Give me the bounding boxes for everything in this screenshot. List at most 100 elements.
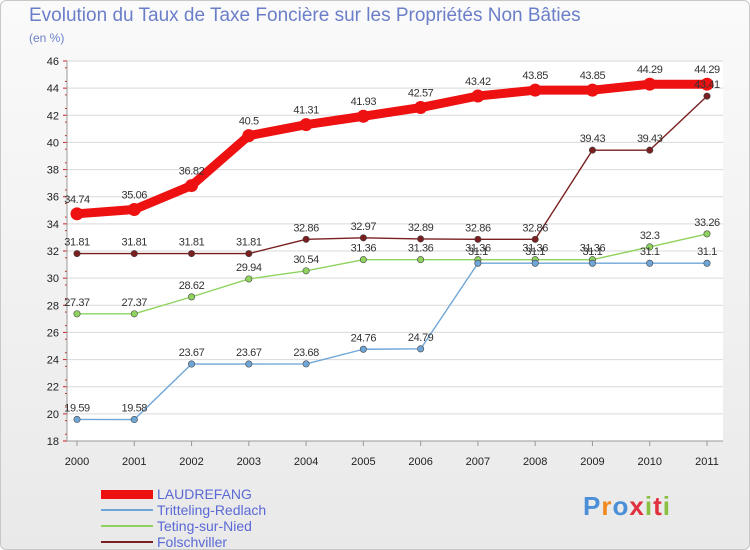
legend-label: Tritteling-Redlach bbox=[157, 502, 267, 518]
series-line-folschviller bbox=[76, 95, 708, 255]
data-point bbox=[703, 259, 711, 267]
x-tick-label: 2009 bbox=[580, 456, 604, 468]
data-point bbox=[302, 235, 310, 243]
data-point bbox=[474, 235, 482, 243]
data-label: 19.58 bbox=[122, 403, 148, 415]
data-point bbox=[70, 207, 84, 221]
data-label: 39.43 bbox=[580, 133, 606, 145]
logo-letter: i bbox=[662, 491, 671, 521]
data-point bbox=[646, 146, 654, 154]
data-point bbox=[414, 101, 428, 115]
y-tick-label: 46 bbox=[47, 56, 59, 68]
data-point bbox=[302, 360, 310, 368]
data-point bbox=[245, 250, 253, 258]
data-label: 31.36 bbox=[465, 243, 491, 255]
data-label: 43.85 bbox=[522, 70, 548, 82]
data-label: 31.36 bbox=[408, 243, 434, 255]
data-label: 32.86 bbox=[522, 222, 548, 234]
data-label: 44.29 bbox=[637, 64, 663, 76]
logo-letter: i bbox=[644, 491, 654, 521]
data-label: 28.62 bbox=[179, 280, 205, 292]
x-tick-label: 2010 bbox=[637, 456, 661, 468]
x-tick-label: 2008 bbox=[523, 456, 547, 468]
data-point bbox=[299, 118, 313, 132]
data-label: 31.81 bbox=[122, 237, 148, 249]
data-label: 32.89 bbox=[408, 222, 434, 234]
data-label: 27.37 bbox=[64, 297, 90, 309]
data-label: 36.82 bbox=[179, 166, 205, 178]
data-label: 32.3 bbox=[640, 230, 660, 242]
y-tick-label: 24 bbox=[47, 355, 59, 367]
data-label: 40.5 bbox=[239, 116, 259, 128]
y-tick-label: 26 bbox=[47, 327, 59, 339]
data-label: 32.86 bbox=[293, 222, 319, 234]
legend-label: Folschviller bbox=[157, 534, 228, 550]
data-point bbox=[471, 89, 485, 103]
data-point bbox=[359, 256, 367, 264]
legend-swatch bbox=[101, 525, 153, 527]
data-label: 39.43 bbox=[637, 133, 663, 145]
x-tick-label: 2000 bbox=[65, 456, 89, 468]
data-label: 43.42 bbox=[465, 76, 491, 88]
data-point bbox=[130, 250, 138, 258]
data-point bbox=[188, 360, 196, 368]
data-point bbox=[242, 129, 256, 143]
data-point bbox=[703, 92, 711, 100]
data-point bbox=[585, 83, 599, 97]
data-label: 35.06 bbox=[122, 189, 148, 201]
data-point bbox=[359, 234, 367, 242]
data-point bbox=[703, 230, 711, 238]
data-point bbox=[588, 259, 596, 267]
y-tick-label: 32 bbox=[47, 246, 59, 258]
legend-swatch bbox=[101, 509, 153, 511]
x-tick-label: 2002 bbox=[179, 456, 203, 468]
data-label: 41.31 bbox=[293, 105, 319, 117]
data-label: 31.1 bbox=[697, 246, 717, 258]
data-label: 31.1 bbox=[583, 246, 603, 258]
data-point bbox=[588, 146, 596, 154]
y-tick-label: 44 bbox=[47, 83, 59, 95]
data-point bbox=[73, 310, 81, 318]
y-tick-label: 34 bbox=[47, 219, 59, 231]
data-point bbox=[643, 77, 657, 91]
y-tick-label: 38 bbox=[47, 165, 59, 177]
legend-swatch bbox=[101, 541, 153, 543]
data-label: 31.1 bbox=[640, 246, 660, 258]
data-label: 31.36 bbox=[522, 243, 548, 255]
data-point bbox=[417, 256, 425, 264]
data-label: 31.1 bbox=[468, 246, 488, 258]
x-tick-label: 2007 bbox=[466, 456, 490, 468]
data-point bbox=[474, 259, 482, 267]
logo-letter: o bbox=[612, 491, 630, 521]
x-tick-label: 2006 bbox=[408, 456, 432, 468]
series-line-tritteling-redlach bbox=[76, 262, 708, 421]
data-point bbox=[130, 416, 138, 424]
data-point bbox=[356, 109, 370, 123]
data-label: 31.1 bbox=[525, 246, 545, 258]
data-point bbox=[302, 267, 310, 275]
data-point bbox=[531, 259, 539, 267]
data-point bbox=[188, 293, 196, 301]
series-line-teting-sur-nied bbox=[76, 233, 708, 315]
data-point bbox=[359, 345, 367, 353]
x-tick-label: 2005 bbox=[351, 456, 375, 468]
data-label: 31.81 bbox=[236, 237, 262, 249]
data-label: 30.54 bbox=[293, 254, 319, 266]
data-point bbox=[700, 77, 714, 91]
data-point bbox=[245, 360, 253, 368]
x-tick-label: 2011 bbox=[695, 456, 719, 468]
y-tick-label: 22 bbox=[47, 382, 59, 394]
logo-letter: x bbox=[629, 491, 645, 521]
legend-label: Teting-sur-Nied bbox=[157, 518, 252, 534]
data-point bbox=[531, 235, 539, 243]
chart-title: Evolution du Taux de Taxe Foncière sur l… bbox=[29, 5, 581, 26]
logo-letter: P bbox=[583, 491, 602, 521]
data-label: 34.74 bbox=[64, 194, 90, 206]
data-point bbox=[73, 250, 81, 258]
data-point bbox=[127, 202, 141, 216]
data-label: 31.36 bbox=[580, 243, 606, 255]
y-tick-label: 42 bbox=[47, 110, 59, 122]
data-label: 31.36 bbox=[351, 243, 377, 255]
data-point bbox=[73, 415, 81, 423]
